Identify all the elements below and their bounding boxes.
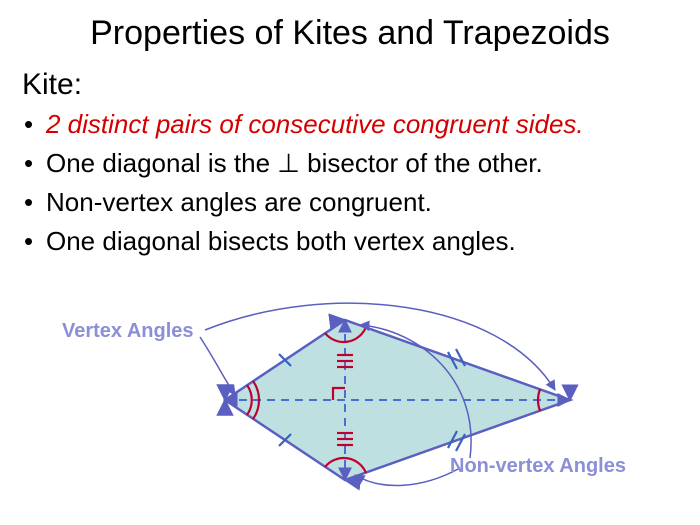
bullet-3: Non-vertex angles are congruent.: [24, 186, 684, 219]
bullet-list: 2 distinct pairs of consecutive congruen…: [24, 108, 684, 263]
label-nonvertex-angles: Non-vertex Angles: [450, 455, 626, 478]
side-ticks: [279, 349, 465, 451]
bullet-4: One diagonal bisects both vertex angles.: [24, 225, 684, 258]
right-angle-mark: [333, 388, 345, 400]
tick-top-diag: [337, 355, 353, 367]
label-vertex-angles: Vertex Angles: [62, 320, 194, 343]
angle-top-nonvertex: [325, 327, 366, 342]
tick-bottom-diag: [337, 433, 353, 445]
slide-title: Properties of Kites and Trapezoids: [0, 14, 700, 53]
angle-bottom-nonvertex: [325, 458, 366, 473]
bullet-2: One diagonal is the ⊥ bisector of the ot…: [24, 147, 684, 181]
perpendicular-symbol: ⊥: [277, 149, 300, 178]
slide-subtitle: Kite:: [22, 68, 82, 102]
angle-right-vertex: [538, 389, 540, 411]
angle-left-vertex: [247, 381, 259, 419]
bullet-1: 2 distinct pairs of consecutive congruen…: [24, 108, 684, 141]
slide: Properties of Kites and Trapezoids Kite:…: [0, 0, 700, 525]
